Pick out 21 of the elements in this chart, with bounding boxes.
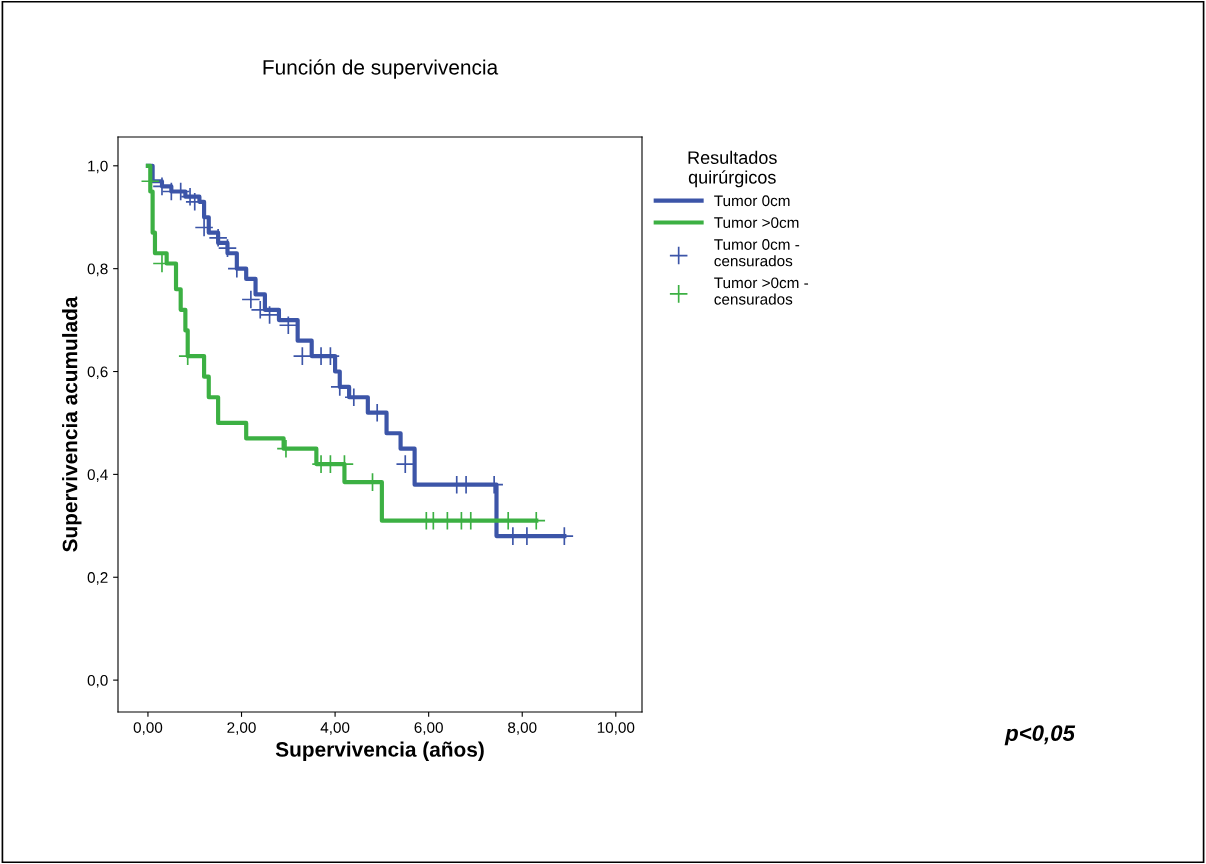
chart-title: Función de supervivencia (263, 59, 499, 79)
y-tick-label: 0,4 (87, 469, 108, 482)
x-axis-title: Supervivencia (años) (275, 741, 484, 761)
y-tick-label: 0,0 (87, 674, 108, 688)
text: p<0,05 (1004, 725, 1076, 746)
legend-label: Tumor 0cm - censurados (714, 239, 800, 267)
y-tick-label: 0,6 (87, 366, 108, 380)
x-tick-label: 0,00 (133, 722, 163, 735)
y-tick-label: 1,0 (88, 160, 108, 174)
legend-label: Tumor >0cm - censurados (714, 277, 809, 305)
y-axis-title: Supervivencia acumulada (62, 296, 82, 552)
x-tick-label: 4,00 (320, 722, 350, 735)
legend-label: Tumor 0cm (714, 195, 790, 207)
y-tick-label: 0,2 (87, 572, 108, 585)
x-tick-label: 8,00 (508, 722, 537, 735)
legend-title: Resultados quirúrgicos (688, 150, 777, 188)
y-tick-label: 0,8 (87, 263, 108, 277)
legend-label: Tumor >0cm (714, 217, 799, 229)
x-tick-label: 10,00 (597, 722, 635, 735)
x-tick-label: 2,00 (227, 722, 256, 735)
x-tick-label: 6,00 (414, 722, 443, 735)
